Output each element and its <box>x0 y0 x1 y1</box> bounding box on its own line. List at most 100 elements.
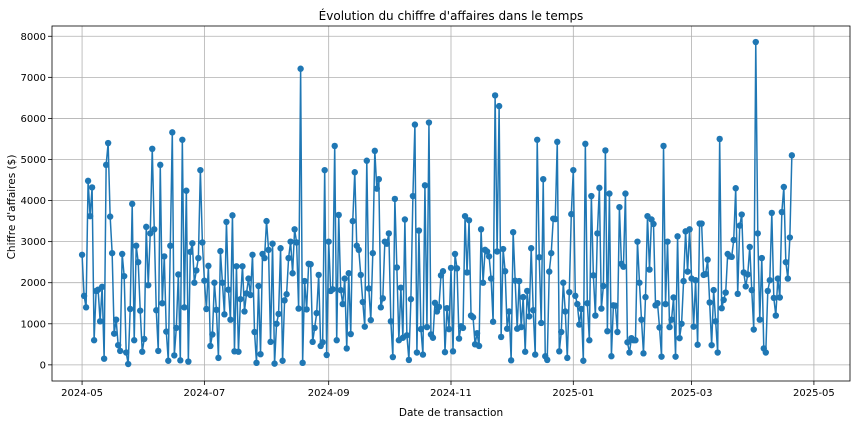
data-point <box>548 249 555 257</box>
data-point <box>135 258 142 266</box>
data-point <box>333 337 340 344</box>
data-point <box>556 348 563 355</box>
data-point <box>407 295 415 303</box>
y-tick-label: 5000 <box>21 155 46 166</box>
data-point <box>710 286 717 294</box>
data-point <box>253 359 260 366</box>
data-point <box>540 176 547 183</box>
data-point <box>371 147 379 155</box>
data-point <box>241 308 248 315</box>
data-point <box>351 169 358 176</box>
data-point <box>509 228 517 236</box>
data-point <box>473 330 481 337</box>
data-point <box>718 304 725 312</box>
data-point <box>110 330 118 337</box>
data-point <box>108 249 116 257</box>
data-point <box>650 220 657 228</box>
data-point <box>343 345 350 352</box>
data-point <box>289 270 296 277</box>
data-point <box>612 302 619 309</box>
data-point <box>674 233 681 240</box>
data-point <box>249 251 256 258</box>
data-point <box>780 183 788 191</box>
data-point <box>431 299 439 307</box>
data-point <box>632 337 639 344</box>
data-point <box>369 249 376 257</box>
data-point <box>640 350 647 357</box>
plot-frame <box>51 25 851 382</box>
data-point <box>590 272 597 279</box>
y-tick-label: 3000 <box>21 237 46 248</box>
data-point <box>365 285 372 292</box>
x-tick-label: 2024-09 <box>308 388 350 399</box>
data-point <box>560 279 567 286</box>
data-point <box>367 316 374 324</box>
data-point <box>118 250 126 258</box>
data-point <box>568 210 575 218</box>
data-point <box>283 291 290 298</box>
data-point <box>578 305 585 313</box>
data-point <box>187 248 194 256</box>
data-point <box>676 334 683 342</box>
data-point <box>574 300 581 308</box>
data-point <box>157 161 164 169</box>
data-point <box>624 339 631 346</box>
data-point <box>397 284 405 291</box>
data-point <box>120 272 128 280</box>
data-point <box>419 351 427 358</box>
data-point <box>505 308 513 315</box>
data-point <box>112 316 120 323</box>
data-point <box>782 258 790 266</box>
data-point <box>279 357 286 364</box>
data-point <box>341 275 348 282</box>
data-point <box>554 138 561 146</box>
data-point <box>355 246 362 254</box>
data-point <box>403 332 411 339</box>
data-point <box>257 350 264 358</box>
data-point <box>337 286 344 294</box>
data-point <box>106 213 114 220</box>
data-point <box>538 319 545 327</box>
data-point <box>706 299 713 306</box>
data-point <box>421 182 429 189</box>
data-point <box>100 355 108 362</box>
data-point <box>662 300 669 308</box>
data-point <box>746 243 753 251</box>
data-point <box>686 226 693 233</box>
data-point <box>580 357 587 364</box>
data-point <box>762 349 769 356</box>
data-point <box>201 277 208 284</box>
data-point <box>145 281 152 289</box>
data-point <box>463 269 471 276</box>
data-point <box>167 242 174 249</box>
data-point <box>171 352 178 359</box>
data-point <box>255 282 262 290</box>
data-point <box>297 65 304 72</box>
data-point <box>225 286 232 293</box>
data-point <box>409 192 417 200</box>
data-point <box>313 309 320 317</box>
data-point <box>122 349 130 356</box>
data-point <box>361 323 368 330</box>
data-point <box>221 311 228 318</box>
data-point <box>401 216 409 223</box>
y-tick-label: 6000 <box>21 114 46 125</box>
data-point <box>169 129 176 136</box>
data-point <box>191 279 198 286</box>
data-point <box>588 192 595 200</box>
data-point <box>708 341 715 349</box>
data-point <box>608 353 615 360</box>
data-point <box>267 338 274 346</box>
x-tick-label: 2024-11 <box>430 388 472 399</box>
data-point <box>179 136 186 143</box>
data-point <box>129 200 136 208</box>
y-axis-label: Chiffre d'affaires ($) <box>6 155 18 260</box>
data-point <box>507 357 515 364</box>
data-point <box>387 318 395 325</box>
data-point <box>521 348 529 355</box>
data-point <box>90 337 98 344</box>
data-point <box>321 166 328 174</box>
data-point <box>445 325 453 333</box>
data-point <box>698 220 705 227</box>
data-point <box>82 304 90 311</box>
